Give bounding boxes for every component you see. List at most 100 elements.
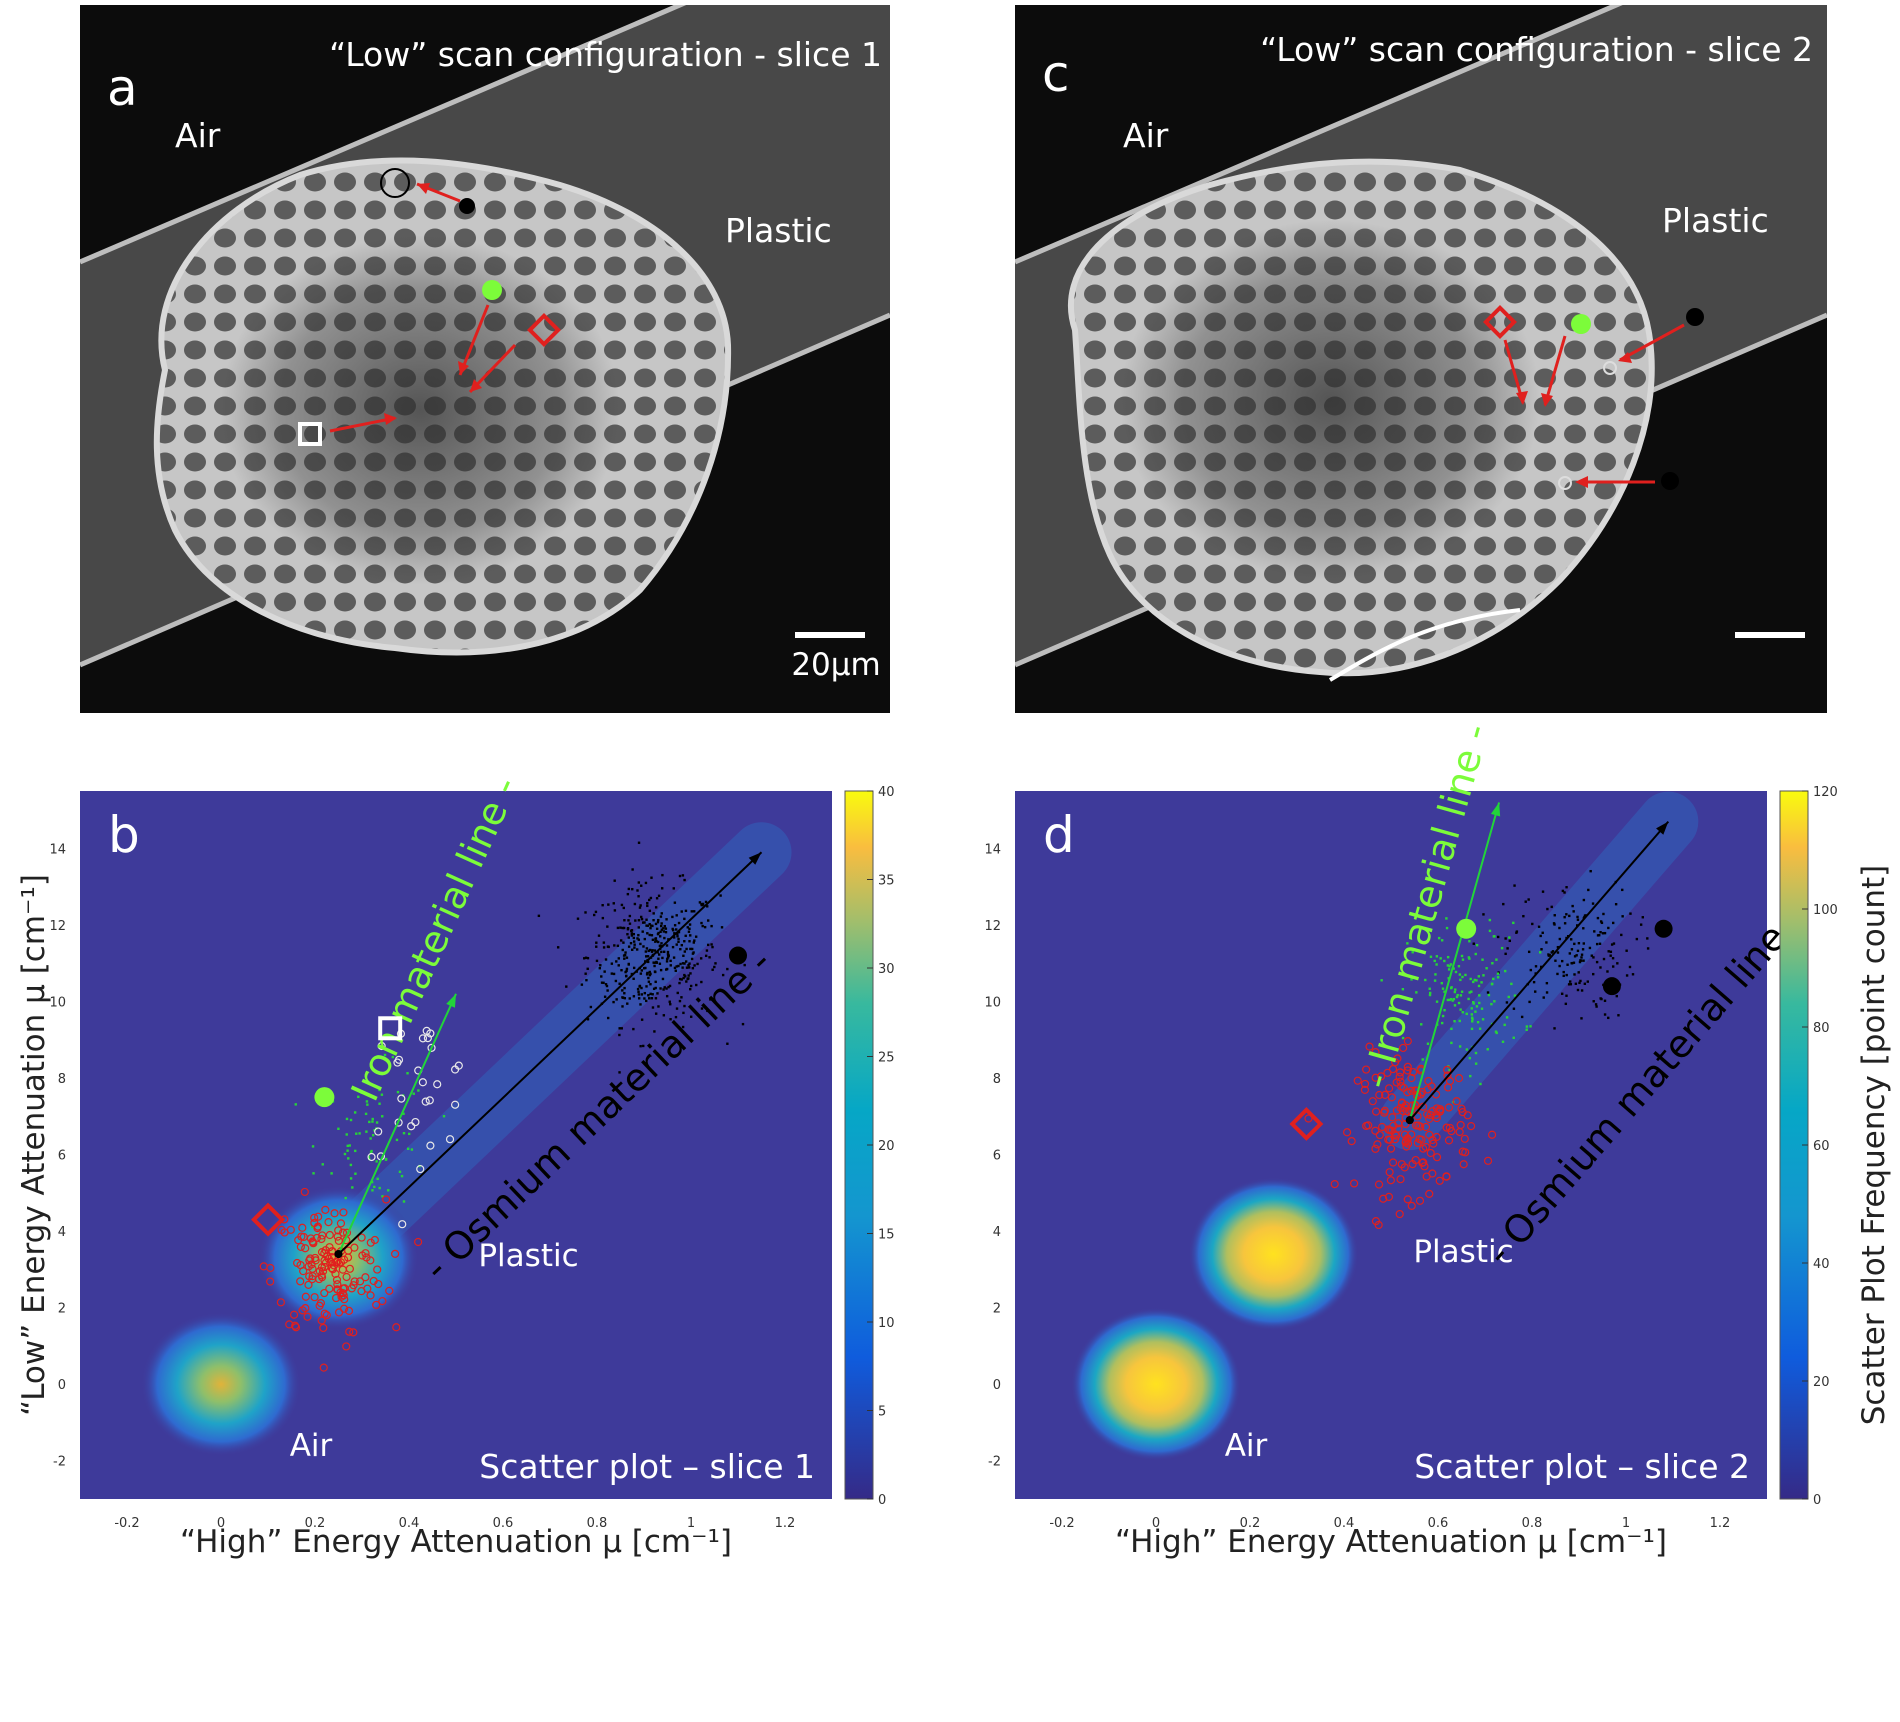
scatter-point-black — [1565, 886, 1568, 889]
scatter-point-black — [1472, 942, 1475, 945]
scatter-point-black — [669, 959, 672, 963]
scatter-point-red — [366, 1291, 375, 1300]
scatter-point-black — [659, 987, 662, 990]
scatter-point-black — [704, 900, 708, 904]
scatter-point-red — [291, 1323, 301, 1332]
scatter-point-black — [687, 930, 691, 933]
scatter-point-black — [1569, 938, 1573, 941]
scatter-point-red — [338, 1288, 347, 1298]
scatter-point-black — [625, 967, 629, 971]
scatter-point-red — [300, 1187, 309, 1197]
scatter-point-black — [668, 984, 672, 988]
scatter-point-red — [1386, 1144, 1396, 1153]
scatter-point-red — [311, 1253, 320, 1263]
y-tick-label: 6 — [58, 1149, 66, 1164]
scatter-point-black — [1599, 966, 1602, 969]
scatter-point-black — [661, 873, 664, 877]
scatter-point-red — [1397, 1160, 1406, 1169]
scatter-point-red — [370, 1235, 379, 1245]
scatter-point-red — [344, 1306, 354, 1315]
scatter-point-white — [407, 1122, 416, 1131]
scatter-point-black — [607, 1016, 610, 1020]
scatter-point-red — [339, 1284, 348, 1293]
scatter-point-green — [1529, 1025, 1532, 1028]
scatter-point-red — [1375, 1130, 1384, 1140]
scatter-point-red — [319, 1323, 328, 1333]
scatter-point-white — [418, 1034, 428, 1043]
scatter-point-black — [1556, 972, 1559, 976]
colorbar-tick-label: 40 — [878, 785, 895, 800]
scatter-point-red — [1383, 1068, 1392, 1077]
scatter-point-red — [414, 1237, 423, 1247]
scatter-point-green — [1508, 936, 1511, 939]
y-tick-label: -2 — [988, 1455, 1001, 1470]
osmium-material-arrowhead — [748, 852, 762, 865]
y-tick-label: 8 — [993, 1072, 1001, 1087]
tissue-edge-fragment-c — [1328, 608, 1521, 682]
x-tick-label: 1.2 — [775, 1516, 796, 1531]
scatter-point-black — [645, 985, 648, 988]
scatter-point-black — [645, 999, 648, 1003]
scatter-point-black — [688, 923, 692, 926]
scatter-point-green — [1486, 1048, 1489, 1051]
scatter-point-black — [647, 949, 650, 953]
scatter-point-green — [1429, 955, 1433, 958]
scatter-point-black — [682, 954, 685, 957]
scatter-point-green — [1435, 963, 1438, 966]
colorbar-tick-label: 10 — [878, 1316, 895, 1331]
scatter-point-red — [1384, 1125, 1393, 1134]
scatter-point-black — [628, 914, 632, 918]
scatter-point-black — [690, 910, 693, 913]
scatter-point-green — [311, 1145, 315, 1148]
scatter-point-green — [1472, 1001, 1475, 1004]
scatter-point-green — [368, 1120, 371, 1124]
scatter-point-black — [633, 943, 636, 946]
scatter-point-red — [378, 1297, 387, 1306]
scatter-point-black — [688, 940, 691, 943]
scatter-point-black — [652, 987, 656, 991]
scatter-point-black — [1504, 952, 1507, 956]
scatter-point-black — [616, 926, 620, 930]
scatter-point-black — [648, 922, 651, 926]
scatter-point-green — [402, 1112, 405, 1115]
panel-letter-d: d — [1043, 806, 1075, 864]
scatter-point-green — [1458, 1019, 1461, 1023]
arrow-a2 — [458, 304, 490, 376]
scatter-point-black — [614, 979, 618, 983]
scatter-point-black — [643, 937, 646, 941]
scatter-point-black — [673, 932, 676, 935]
scatter-point-black — [633, 946, 636, 949]
scatter-point-black — [683, 940, 686, 943]
scatter-point-black — [690, 947, 694, 951]
scatter-point-black — [592, 913, 596, 917]
marker-circle-black — [1654, 919, 1673, 938]
scatter-point-green — [1401, 988, 1405, 991]
scatter-point-green — [1420, 1023, 1423, 1026]
scatter-point-black — [606, 925, 609, 928]
scatter-point-green — [1477, 984, 1481, 988]
scatter-point-black — [1578, 981, 1581, 985]
scatter-point-black — [647, 980, 651, 983]
scatter-point-black — [1578, 960, 1582, 964]
scatter-point-black — [677, 930, 681, 934]
scatter-point-black — [637, 990, 640, 994]
scatter-point-black — [654, 986, 657, 990]
scatter-point-black — [721, 973, 725, 977]
scatter-point-black — [1641, 916, 1645, 919]
scatter-point-black — [642, 1044, 645, 1048]
scatter-point-black — [1564, 1002, 1568, 1006]
scatter-point-black — [639, 1044, 642, 1048]
scatter-point-white — [426, 1141, 435, 1150]
scatter-point-green — [1525, 1025, 1529, 1028]
scatter-point-green — [294, 1103, 297, 1106]
scatter-point-green — [1470, 1013, 1474, 1016]
arrowhead-a4 — [384, 413, 397, 425]
scatter-point-black — [679, 962, 682, 966]
scatter-point-red — [1426, 1148, 1435, 1158]
colorbar-ticks-d: 0 20 40 60 80 100 120 — [1802, 785, 1838, 1508]
scatter-point-black — [1561, 959, 1564, 963]
scatter-point-black — [714, 962, 717, 965]
scatter-point-green — [355, 1132, 358, 1135]
scatter-point-green — [1469, 1074, 1472, 1078]
scatter-point-black — [1596, 916, 1600, 920]
